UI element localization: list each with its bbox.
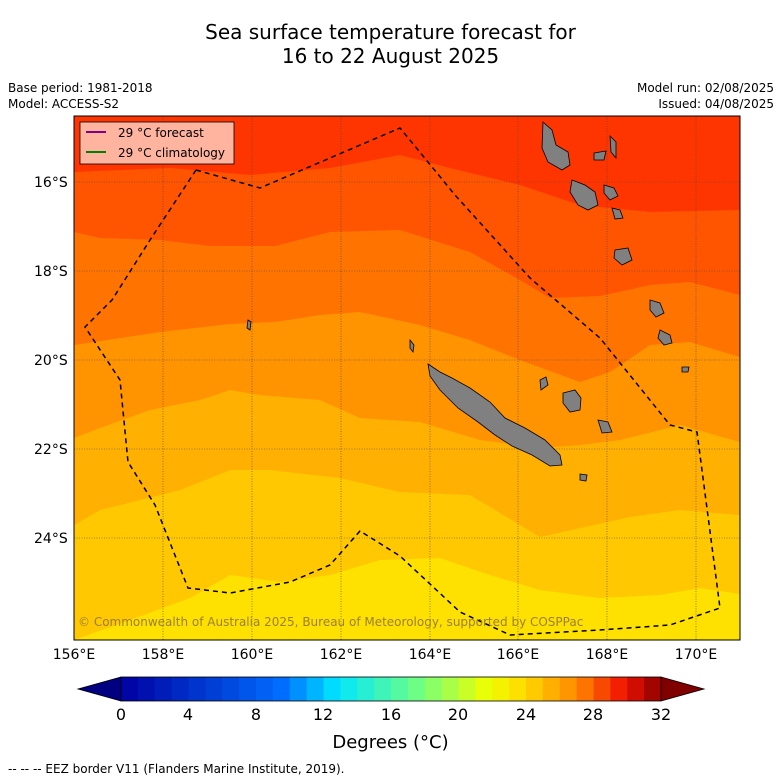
colorbar-cell — [256, 677, 274, 701]
lon-tick: 166°E — [497, 647, 540, 663]
lon-tick: 168°E — [586, 647, 629, 663]
new-caledonia-island — [427, 363, 563, 467]
colorbar-cell — [492, 677, 510, 701]
lon-tick: 170°E — [675, 647, 718, 663]
island — [409, 338, 415, 354]
colorbar-cell — [154, 677, 173, 701]
colorbar-cell — [458, 677, 476, 701]
colorbar-cell — [239, 677, 257, 701]
colorbar-cell — [391, 677, 409, 701]
colorbar-cell — [407, 677, 426, 701]
colorbar-high-extension — [660, 676, 706, 702]
legend-box: 29 °C forecast 29 °C climatology — [79, 121, 235, 165]
colorbar-cell — [357, 677, 375, 701]
colorbar-tick: 20 — [447, 705, 469, 724]
island — [579, 473, 588, 482]
colorbar-cell — [272, 677, 291, 701]
lon-tick: 162°E — [320, 647, 363, 663]
islands — [246, 121, 690, 482]
colorbar-cell — [610, 677, 628, 701]
colorbar-cell — [188, 677, 206, 701]
island — [569, 179, 599, 211]
island — [611, 207, 624, 220]
colorbar-tick: 28 — [582, 705, 604, 724]
colorbar-cell — [509, 677, 527, 701]
colorbar-cell — [627, 677, 645, 701]
island — [657, 329, 673, 346]
lon-tick-labels: 156°E 158°E 160°E 162°E 164°E 166°E 168°… — [53, 647, 718, 663]
island — [562, 389, 582, 413]
colorbar-tick: 0 — [115, 705, 127, 724]
colorbar-cell — [323, 677, 341, 701]
island — [597, 419, 613, 434]
colorbar-cell — [559, 677, 578, 701]
colorbar-cell — [593, 677, 611, 701]
graticule — [74, 116, 740, 640]
lat-tick-labels: 16°S 18°S 20°S 22°S 24°S — [34, 175, 68, 547]
issued-text: Issued: 04/08/2025 — [658, 97, 774, 111]
model-text: Model: ACCESS-S2 — [8, 97, 120, 111]
eez-border — [84, 127, 721, 636]
lon-tick: 158°E — [142, 647, 185, 663]
colorbar-title: Degrees (°C) — [332, 732, 449, 753]
colorbar-cell — [137, 677, 156, 701]
colorbar-tick: 16 — [380, 705, 402, 724]
colorbar-cell — [576, 677, 594, 701]
sst-map: © Commonwealth of Australia 2025, Bureau… — [74, 116, 740, 640]
colorbar-cell — [441, 677, 459, 701]
lat-tick: 20°S — [34, 353, 68, 369]
island — [609, 134, 617, 160]
colorbar-tick: 8 — [250, 705, 262, 724]
colorbar-cell — [542, 677, 561, 701]
copyright-text: © Commonwealth of Australia 2025, Bureau… — [78, 615, 583, 629]
colorbar-cell — [306, 677, 324, 701]
colorbar-cell — [121, 677, 139, 701]
colorbar-cell — [340, 677, 358, 701]
model-run-text: Model run: 02/08/2025 — [636, 81, 774, 95]
colorbar — [76, 676, 706, 702]
lat-tick: 22°S — [34, 442, 68, 458]
colorbar-cell — [222, 677, 240, 701]
map-frame — [73, 115, 741, 641]
title-line-1: Sea surface temperature forecast for — [205, 20, 576, 44]
lat-tick: 24°S — [34, 531, 68, 547]
island — [541, 121, 571, 171]
lon-tick: 164°E — [409, 647, 452, 663]
island — [593, 150, 607, 161]
lat-tick: 18°S — [34, 264, 68, 280]
colorbar-tick: 4 — [182, 705, 194, 724]
colorbar-cell — [644, 677, 662, 701]
island — [649, 299, 665, 318]
colorbar-tick: 12 — [312, 705, 334, 724]
island — [613, 247, 633, 266]
island — [246, 319, 252, 331]
colorbar-cell — [289, 677, 308, 701]
colorbar-cell — [374, 677, 392, 701]
colorbar-cell — [526, 677, 544, 701]
lat-tick: 16°S — [34, 175, 68, 191]
eez-footnote: -- -- -- EEZ border V11 (Flanders Marine… — [8, 762, 345, 776]
colorbar-cell — [171, 677, 189, 701]
lon-tick: 156°E — [53, 647, 96, 663]
colorbar-cell — [475, 677, 493, 701]
colorbar-tick: 24 — [515, 705, 537, 724]
base-period-text: Base period: 1981-2018 — [8, 81, 153, 95]
legend-forecast-label: 29 °C forecast — [118, 126, 204, 140]
legend-climatology-label: 29 °C climatology — [118, 146, 225, 160]
colorbar-tick: 32 — [650, 705, 672, 724]
colorbar-cell — [424, 677, 443, 701]
island — [539, 376, 549, 391]
ocean-band-6 — [74, 558, 740, 640]
island — [681, 366, 690, 373]
colorbar-low-extension — [76, 676, 122, 702]
title-line-2: 16 to 22 August 2025 — [281, 44, 500, 68]
island — [603, 184, 619, 201]
lon-tick: 160°E — [231, 647, 274, 663]
colorbar-cell — [205, 677, 223, 701]
